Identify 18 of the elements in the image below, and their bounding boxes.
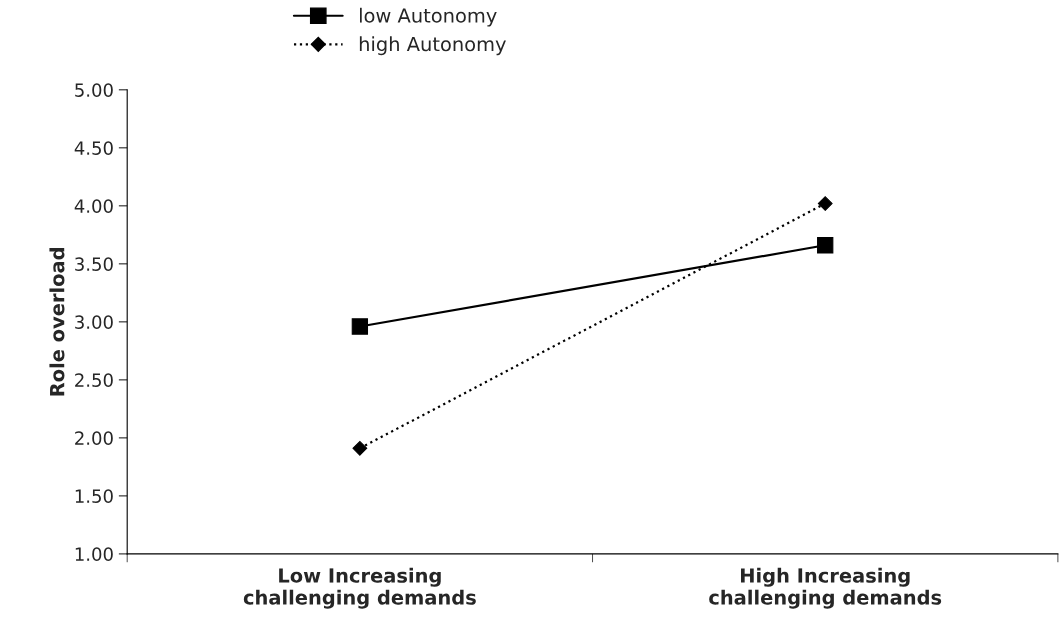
- y-axis-title: Role overload: [49, 248, 65, 396]
- legend-label: low Autonomy: [359, 7, 497, 27]
- x-tick-label: Low Increasing challenging demands: [243, 567, 476, 609]
- y-tick-label: 3.00: [75, 315, 113, 329]
- y-tick-label: 5.00: [75, 83, 113, 97]
- y-tick-label: 2.50: [75, 373, 113, 387]
- y-tick-label: 3.50: [75, 257, 113, 271]
- point: [817, 237, 834, 254]
- y-tick-label: 4.50: [74, 141, 113, 155]
- y-tick-label: 1.50: [75, 489, 113, 503]
- legend-label: high Autonomy: [359, 36, 506, 56]
- point: [352, 440, 368, 456]
- point: [817, 196, 833, 211]
- point: [351, 318, 369, 335]
- y-tick-label: 4.00: [74, 199, 113, 213]
- y-tick-label: 1.00: [75, 547, 113, 562]
- x-tick-label: High Increasing challenging demands: [709, 567, 942, 609]
- y-tick-label: 2.00: [75, 431, 113, 445]
